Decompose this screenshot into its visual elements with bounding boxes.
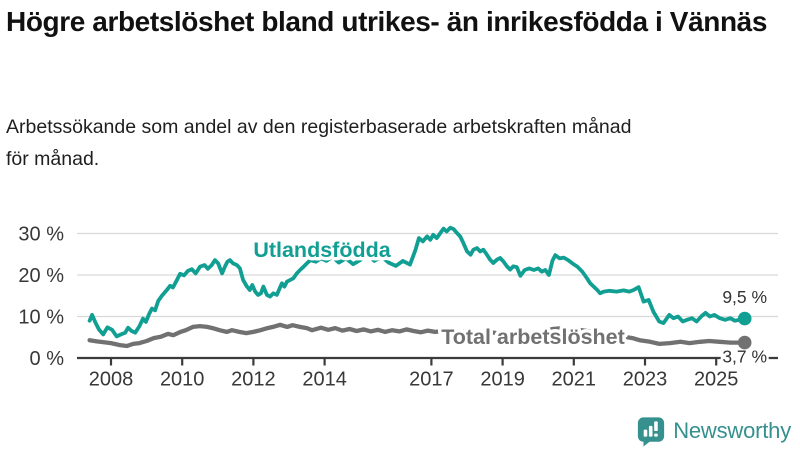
x-tick-label-2012: 2012 xyxy=(231,369,276,391)
newsworthy-logo: Newsworthy xyxy=(636,415,791,447)
series-label-total-arbetsl-shet: Total arbetslöshet xyxy=(441,325,625,349)
x-tick-label-2025: 2025 xyxy=(694,369,739,391)
y-tick-label-20: 20 % xyxy=(18,265,64,287)
x-tick-label-2014: 2014 xyxy=(302,369,347,391)
series-line-total-arbetsl-shet xyxy=(87,322,747,349)
x-tick-label-2019: 2019 xyxy=(480,369,525,391)
x-tick-label-2010: 2010 xyxy=(160,369,205,391)
x-tick-label-2021: 2021 xyxy=(552,369,597,391)
series-end-dot-utlandsf-dda xyxy=(737,311,752,326)
y-tick-label-0: 0 % xyxy=(30,348,65,370)
newsworthy-wordmark: Newsworthy xyxy=(673,418,791,443)
series-end-dot-total-arbetsl-shet xyxy=(737,335,752,350)
series-end-value-total-arbetsl-shet: 3,7 % xyxy=(722,347,767,367)
x-tick-label-2008: 2008 xyxy=(89,369,134,391)
end-label-mask-total-arbetsl-shet xyxy=(720,348,769,367)
x-tick-label-2023: 2023 xyxy=(623,369,668,391)
x-tick-label-2017: 2017 xyxy=(409,369,454,391)
y-tick-label-30: 30 % xyxy=(18,224,64,246)
series-line-utlandsf-dda xyxy=(87,225,747,339)
page-subtitle: Arbetssökande som andel av den registerb… xyxy=(6,116,632,170)
end-label-mask-utlandsf-dda xyxy=(720,288,769,308)
newsworthy-bar-chart-speech-bubble-icon xyxy=(638,417,665,447)
series-end-value-utlandsf-dda: 9,5 % xyxy=(722,287,767,307)
page-title: Högre arbetslöshet bland utrikes- än inr… xyxy=(6,6,767,37)
series-label-utlandsf-dda: Utlandsfödda xyxy=(253,238,391,262)
y-tick-label-10: 10 % xyxy=(18,307,64,329)
